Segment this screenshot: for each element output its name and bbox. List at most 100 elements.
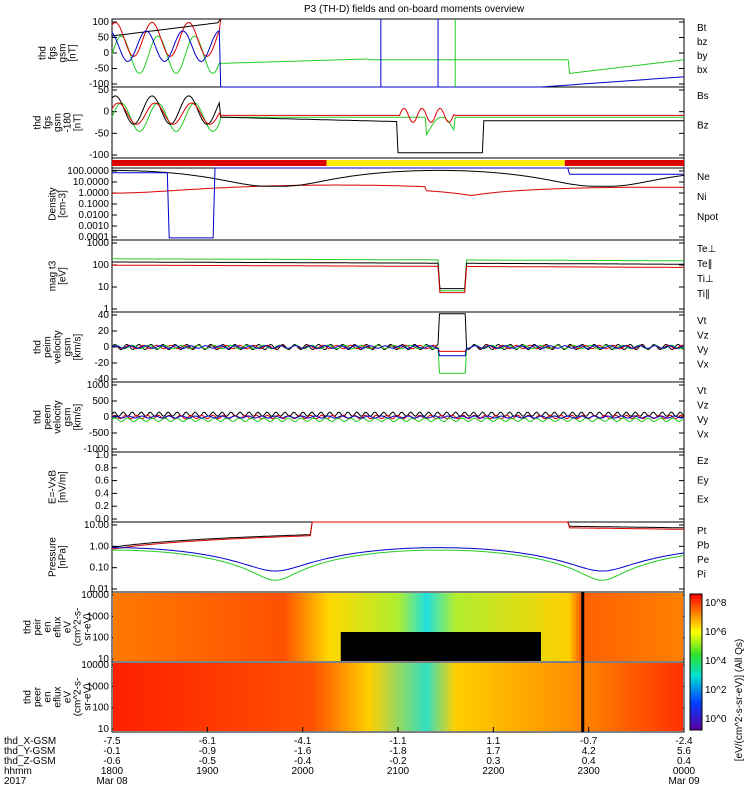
x-tick-value: Mar 09: [668, 776, 700, 787]
legend-entry: Ti⊥: [697, 274, 714, 285]
legend-entry: Vz: [697, 401, 709, 412]
y-tick-label: 10: [98, 282, 110, 293]
colorbar-tick: 10^6: [705, 627, 727, 638]
y-axis-label: gsm: [58, 44, 69, 63]
y-tick-label: 0.0010: [78, 221, 109, 232]
colorbar-tick: 10^4: [705, 656, 727, 667]
panel-frame: [111, 521, 685, 593]
y-tick-label: 10000: [81, 590, 109, 601]
series-vx: [111, 345, 685, 357]
y-axis-label: -180: [63, 112, 74, 132]
y-tick-label: 10.00: [84, 520, 109, 531]
y-axis-label: en: [43, 691, 54, 702]
panel-frame: [111, 239, 685, 313]
legend-entry: Ey: [697, 475, 709, 486]
mode-bar-segment: [326, 160, 565, 166]
y-tick-label: 1.0000: [78, 188, 109, 199]
series-by: [111, 35, 685, 74]
legend-entry: Ne: [697, 172, 710, 183]
x-tick-value: -0.9: [199, 746, 217, 757]
x-tick-value: -0.1: [103, 746, 121, 757]
y-tick-label: 1000: [87, 681, 110, 692]
colorbar-tick: 10^8: [705, 598, 727, 609]
mode-bar-segment: [112, 160, 327, 166]
legend-entry: Vt: [697, 386, 707, 397]
y-tick-label: 100.0000: [67, 166, 109, 177]
x-tick-value: 0.4: [582, 756, 596, 767]
y-tick-label: 100: [92, 260, 109, 271]
y-tick-label: -50: [95, 64, 110, 75]
legend-entry: Vx: [697, 360, 709, 371]
y-tick-label: 1000: [87, 380, 110, 391]
x-tick-value: 2200: [482, 766, 505, 777]
x-tick-value: -6.1: [199, 736, 217, 747]
y-tick-label: 0.1000: [78, 199, 109, 210]
y-axis-label: [km/s]: [73, 333, 84, 360]
y-axis-label: eflux: [53, 686, 64, 707]
y-axis-label: peim: [43, 336, 54, 358]
y-tick-label: 0.10: [90, 563, 110, 574]
y-axis-label: [km/s]: [73, 403, 84, 430]
x-row-label: 2017: [4, 776, 27, 787]
y-axis-label: gsm: [53, 113, 64, 132]
y-tick-label: 10: [98, 724, 110, 735]
x-tick-value: 1.1: [486, 736, 500, 747]
y-axis-label: en: [43, 621, 54, 632]
legend-entry: Vx: [697, 430, 709, 441]
legend-entry: bz: [697, 37, 708, 48]
x-tick-value: -2.4: [675, 736, 693, 747]
x-tick-value: 0000: [673, 766, 696, 777]
x-tick-value: 1800: [101, 766, 124, 777]
legend-entry: Bz: [697, 121, 709, 132]
y-tick-label: 1.00: [90, 541, 110, 552]
legend-entry: by: [697, 51, 708, 62]
panel-8: 1.0 0.8 0.60.4 0.2 0.0 E=-VxB [mV/m] Ez Ey Ex: [48, 450, 709, 525]
y-axis-label: peer: [33, 686, 44, 707]
y-axis-label: thd: [33, 340, 44, 354]
y-tick-label: -20: [95, 358, 110, 369]
y-axis-label: peir: [33, 618, 44, 635]
legend-entry: Pb: [697, 541, 710, 552]
y-axis-label: E=-VxB: [48, 470, 59, 505]
y-axis-label: velocity: [53, 330, 64, 363]
y-axis-label: [nT]: [73, 114, 84, 131]
y-tick-label: 0: [103, 342, 109, 353]
y-tick-label: 10000: [81, 660, 109, 671]
y-axis-label: [nT]: [68, 44, 79, 61]
y-tick-label: 1000: [87, 611, 110, 622]
y-tick-label: -100: [89, 79, 109, 90]
spectrogram-low-count: [340, 632, 541, 661]
y-axis-label: [cm-3]: [58, 190, 69, 218]
panel-frame: [111, 18, 685, 88]
legend-entry: Ti∥: [697, 289, 710, 300]
series-te-par: [112, 261, 684, 290]
series-bz: [111, 95, 684, 154]
y-axis-label: thd: [33, 116, 44, 130]
legend-entry: Pi: [697, 570, 706, 581]
series-vx: [111, 415, 685, 419]
legend-entry: Vy: [697, 345, 708, 356]
panel-5: 1000 100 10 1 mag t3 [eV] Te⊥ Te∥ Ti⊥ Ti∥: [48, 238, 717, 315]
y-tick-label: 0.2: [95, 501, 109, 512]
series-vy: [111, 417, 685, 423]
y-axis-label: Density: [48, 187, 59, 220]
panel-10: 10000 1000 100 10 thd peir en eflux eV (cm^2-s-sr…: [23, 590, 685, 665]
y-axis-label: peem: [43, 404, 54, 429]
x-tick-value: -1.1: [389, 736, 407, 747]
x-tick-value: -7.5: [103, 736, 121, 747]
y-axis-label: mag t3: [48, 260, 59, 291]
x-tick-value: -0.7: [580, 736, 598, 747]
legend-entry: Bt: [697, 23, 707, 34]
x-tick-value: 5.6: [677, 746, 691, 757]
y-tick-label: 1: [103, 304, 109, 315]
x-tick-value: -0.2: [389, 756, 407, 767]
colorbar-tick: 10^2: [705, 685, 727, 696]
y-axis-label: gsm: [63, 408, 74, 427]
series-ni: [112, 169, 685, 187]
y-axis-label: [mV/m]: [58, 471, 69, 503]
series-pb: [111, 521, 684, 550]
series-te-perp: [112, 264, 684, 294]
x-tick-value: 1.7: [486, 746, 500, 757]
y-axis-label: thd: [33, 410, 44, 424]
y-tick-label: 10.0000: [73, 177, 110, 188]
